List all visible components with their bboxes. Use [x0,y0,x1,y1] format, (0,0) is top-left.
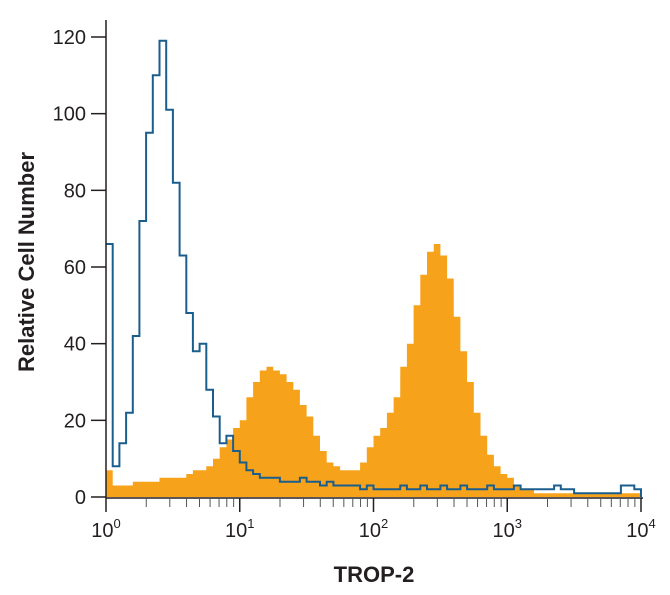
x-tick-label: 101 [225,516,254,542]
x-tick-label: 103 [493,516,522,542]
x-axis: 100 101 102 103 104 TROP-2 [91,497,656,587]
y-tick-label: 0 [75,487,86,509]
x-tick-label: 102 [359,516,388,542]
y-tick-label: 100 [53,104,86,126]
trop2-stained-histogram [106,244,641,497]
isotype-control-histogram [106,39,642,497]
y-tick-label: 80 [64,180,86,202]
x-tick-label: 104 [626,516,655,542]
y-tick-label: 20 [64,410,86,432]
y-tick-label: 120 [53,27,86,49]
y-ticks: 0 20 40 60 80 100 120 [53,27,106,509]
x-ticks: 100 101 102 103 104 [91,498,656,542]
y-axis: 0 20 40 60 80 100 120 Relative Cell Number [14,20,107,509]
x-tick-label: 100 [91,516,120,542]
y-axis-title: Relative Cell Number [14,152,39,373]
plot-area [106,39,642,497]
y-tick-label: 60 [64,257,86,279]
y-tick-label: 40 [64,334,86,356]
x-axis-title: TROP-2 [334,562,415,587]
